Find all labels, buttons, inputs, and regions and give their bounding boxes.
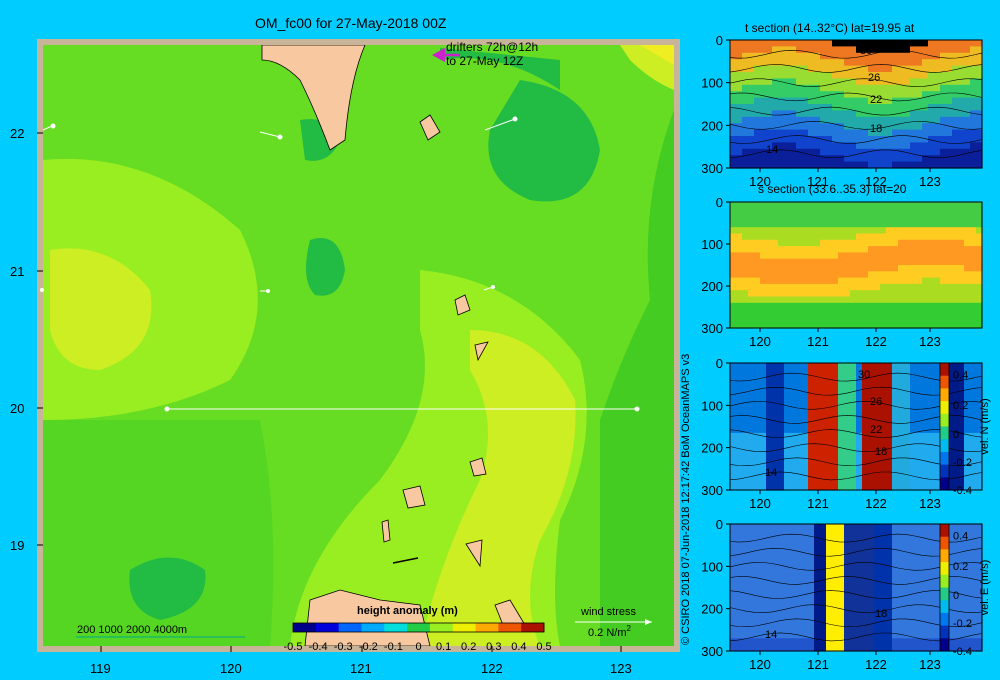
svg-text:20: 20 [10, 401, 24, 416]
depth-tick-label: 200 [701, 602, 723, 617]
contour-label: 30 [860, 45, 872, 57]
lon-tick-label: 123 [919, 174, 941, 189]
svg-text:123: 123 [610, 661, 632, 676]
height-anomaly-field [43, 45, 674, 646]
svg-text:21: 21 [10, 264, 24, 279]
main-map[interactable]: 200 1000 2000 4000m -0.5 -0.4 -0.3 -0.2 -0.1… [0, 0, 680, 680]
contour-label: 22 [870, 424, 882, 436]
lon-tick-label: 121 [807, 334, 829, 349]
lat-axis: 22 21 20 19 [10, 126, 43, 553]
velocity-colorbar-tick: 0 [953, 590, 959, 602]
depth-tick-label: 200 [701, 441, 723, 456]
contour-label: 26 [870, 396, 882, 408]
depth-tick-label: 300 [701, 321, 723, 336]
svg-text:19: 19 [10, 538, 24, 553]
wind-stress-label: wind stress [580, 606, 637, 618]
velocity-colorbar-label: vel. E (m/s) [979, 560, 991, 616]
svg-text:122: 122 [481, 661, 503, 676]
velocity-colorbar-tick: -0.4 [953, 485, 972, 497]
colorbar-tick-label: -0.2 [359, 641, 378, 653]
colorbar-tick-label: -0.5 [284, 641, 303, 653]
contour-label: 18 [875, 446, 887, 458]
colorbar-tick-label: 0.3 [486, 641, 501, 653]
section-panel-4: 0 100 200 300 120 121 122 123 14 18 0.4 0.2 0 -0.2 -0.… [701, 517, 991, 672]
contour-label: 14 [765, 629, 777, 641]
section-panel-2: 0 100 200 300 120 121 122 123 [701, 195, 983, 349]
credit-text: © CSIRO 2018 07-Jun-2018 12:17:42 BoM Oc… [680, 353, 692, 645]
section-panel-3: 0 100 200 300 120 121 122 123 30 26 22 18 14 0.4 0.2 0 -… [701, 356, 991, 511]
lon-tick-label: 120 [749, 334, 771, 349]
depth-scale-label: 200 1000 2000 4000m [77, 624, 187, 636]
colorbar-tick-label: 0.2 [461, 641, 476, 653]
colorbar-title: height anomaly (m) [357, 605, 458, 617]
svg-text:121: 121 [350, 661, 372, 676]
contour-label: 18 [870, 123, 882, 135]
lon-tick-label: 121 [807, 174, 829, 189]
depth-tick-label: 100 [701, 76, 723, 91]
lon-tick-label: 122 [865, 657, 887, 672]
lon-tick-label: 122 [865, 174, 887, 189]
velocity-colorbar-label: vel. N (m/s) [979, 398, 991, 454]
depth-tick-label: 0 [716, 356, 723, 371]
depth-tick-label: 0 [716, 517, 723, 532]
velocity-colorbar-tick: 0.4 [953, 369, 968, 381]
depth-tick-label: 300 [701, 644, 723, 659]
depth-tick-label: 100 [701, 398, 723, 413]
colorbar-tick-label: 0.4 [511, 641, 526, 653]
contour-label: 26 [868, 72, 880, 84]
section-panel-1: 0 100 200 300 120 121 122 123 30 26 22 18 14 [701, 33, 983, 189]
svg-text:119: 119 [90, 661, 111, 676]
svg-text:120: 120 [220, 661, 242, 676]
lon-tick-label: 123 [919, 334, 941, 349]
depth-tick-label: 100 [701, 237, 723, 252]
depth-tick-label: 300 [701, 161, 723, 176]
lon-tick-label: 123 [919, 657, 941, 672]
contour-label: 18 [875, 608, 887, 620]
colorbar-tick-label: 0.5 [536, 641, 551, 653]
map-title: OM_fc00 for 27-May-2018 00Z [255, 15, 447, 31]
velocity-colorbar-tick: 0 [953, 429, 959, 441]
colorbar-tick-label: -0.4 [309, 641, 328, 653]
depth-tick-label: 100 [701, 559, 723, 574]
drifters-label-2: to 27-May 12Z [446, 54, 524, 68]
velocity-colorbar-tick: 0.2 [953, 561, 968, 573]
lon-tick-label: 120 [749, 496, 771, 511]
svg-text:22: 22 [10, 126, 24, 141]
lon-tick-label: 122 [865, 496, 887, 511]
contour-label: 14 [766, 144, 778, 156]
colorbar-tick-label: -0.3 [334, 641, 353, 653]
lon-tick-label: 120 [749, 657, 771, 672]
velocity-colorbar-tick: -0.4 [953, 646, 972, 658]
velocity-colorbar-tick: -0.2 [953, 618, 972, 630]
contour-label: 14 [765, 467, 777, 479]
depth-tick-label: 200 [701, 118, 723, 133]
contour-label: 22 [870, 94, 882, 106]
lon-tick-label: 121 [807, 657, 829, 672]
s-section-title: s section (33.6..35.3) lat=20 [758, 182, 907, 196]
velocity-colorbar-tick: 0.2 [953, 400, 968, 412]
drifter-tracks [40, 116, 640, 412]
wind-scale-label: 0.2 N/m2 [588, 624, 632, 639]
colorbar: -0.5 -0.4 -0.3 -0.2 -0.1 0 0.1 0.2 0.3 0.4 0.5 [284, 622, 552, 653]
contour-label: 30 [858, 369, 870, 381]
velocity-colorbar-tick: 0.4 [953, 530, 968, 542]
depth-tick-label: 0 [716, 195, 723, 210]
depth-tick-label: 200 [701, 279, 723, 294]
lon-tick-label: 123 [919, 496, 941, 511]
lon-tick-label: 121 [807, 496, 829, 511]
depth-tick-label: 300 [701, 483, 723, 498]
colorbar-tick-label: 0.1 [436, 641, 451, 653]
colorbar-tick-label: 0 [415, 641, 421, 653]
depth-tick-label: 0 [716, 33, 723, 48]
lon-axis: 119 120 121 122 123 [90, 646, 632, 676]
drifter-arrow-icon [432, 48, 445, 62]
lon-tick-label: 120 [749, 174, 771, 189]
velocity-colorbar-tick: -0.2 [953, 457, 972, 469]
drifters-label-1: drifters 72h@12h [446, 40, 539, 54]
lon-tick-label: 122 [865, 334, 887, 349]
colorbar-tick-label: -0.1 [384, 641, 403, 653]
t-section-title: t section (14..32°C) lat=19.95 at [745, 21, 915, 35]
